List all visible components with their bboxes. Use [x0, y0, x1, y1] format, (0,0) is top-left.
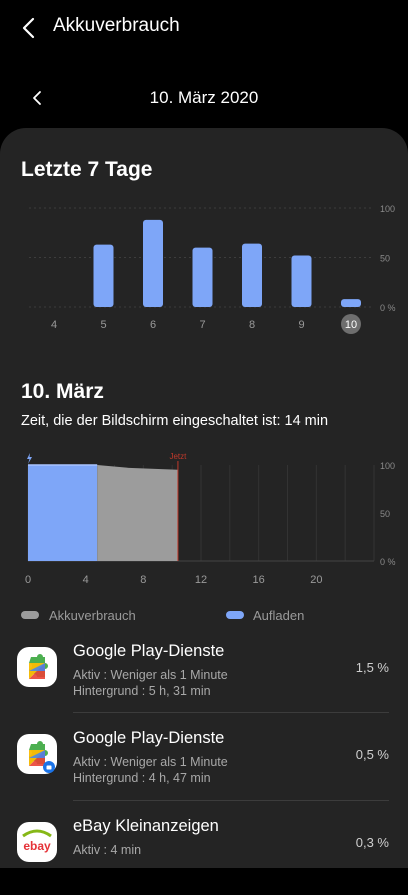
- chevron-left-icon: [33, 91, 41, 105]
- app-background-time: Hintergrund : 4 h, 47 min: [73, 771, 211, 785]
- day-section-title: 10. März: [21, 380, 104, 403]
- y-tick-label: 100: [380, 204, 395, 214]
- bar-day-5: [93, 244, 114, 307]
- back-arrow-icon: [22, 17, 35, 39]
- list-divider: [73, 800, 389, 801]
- app-active-time: Aktiv : Weniger als 1 Minute: [73, 668, 228, 682]
- x-tick-label: 12: [195, 574, 207, 586]
- app-bar: Akkuverbrauch: [0, 0, 408, 56]
- bar-day-6: [143, 219, 163, 307]
- app-usage-percent: 0,3 %: [355, 835, 389, 850]
- app-active-time: Aktiv : 4 min: [73, 843, 142, 857]
- app-name: eBay Kleinanzeigen: [73, 817, 219, 835]
- usage-legend-swatch: [21, 611, 39, 619]
- bar-day-9: [291, 255, 312, 307]
- x-tick-label: 9: [298, 319, 304, 331]
- app-list-item[interactable]: Google Play-Dienste Aktiv : Weniger als …: [0, 634, 408, 720]
- y-tick-label: 100: [380, 461, 395, 471]
- y-tick-label: 0 %: [380, 557, 396, 567]
- selected-day-marker: [341, 314, 361, 334]
- x-tick-label: 20: [310, 574, 322, 586]
- x-tick-label: 8: [249, 319, 255, 331]
- y-tick-label: 0 %: [380, 303, 396, 313]
- charging-legend-swatch: [226, 611, 244, 619]
- page-title: Akkuverbrauch: [53, 15, 180, 36]
- date-label: 10. März 2020: [149, 88, 259, 107]
- app-usage-percent: 0,5 %: [355, 747, 389, 762]
- back-button[interactable]: [14, 12, 46, 44]
- app-list-item[interactable]: ebay eBay Kleinanzeigen Aktiv : 4 min 0,…: [0, 809, 408, 895]
- app-name: Google Play-Dienste: [73, 729, 225, 747]
- previous-date-button[interactable]: [24, 84, 52, 112]
- area-akkuverbrauch: [97, 465, 178, 561]
- google-play-services-icon: [17, 647, 57, 687]
- ebay-kleinanzeigen-icon: ebay: [17, 822, 57, 862]
- date-navigation: 10. März 2020: [0, 78, 408, 118]
- x-tick-label: 8: [140, 574, 146, 586]
- screen-time-text: Zeit, die der Bildschirm eingeschaltet i…: [21, 413, 329, 429]
- app-name: Google Play-Dienste: [73, 642, 225, 660]
- charging-bolt-icon: [27, 453, 32, 464]
- x-tick-label: 0: [25, 574, 31, 586]
- app-usage-percent: 1,5 %: [355, 660, 389, 675]
- chart-legend: Akkuverbrauch Aufladen: [0, 606, 408, 626]
- week-section-title: Letzte 7 Tage: [21, 158, 153, 181]
- x-tick-label: 5: [100, 319, 106, 331]
- list-divider: [73, 712, 389, 713]
- x-tick-label: 4: [51, 319, 57, 331]
- day-battery-chart: Jetzt 100 50 0 % 0 4 8 12 16 20: [25, 452, 396, 586]
- charging-legend-label: Aufladen: [253, 608, 305, 623]
- google-play-services-work-icon: [17, 734, 57, 774]
- app-background-time: Hintergrund : 5 h, 31 min: [73, 684, 211, 698]
- bar-day-10: [341, 299, 361, 307]
- x-tick-label: 7: [199, 319, 205, 331]
- app-list-item[interactable]: Google Play-Dienste Aktiv : Weniger als …: [0, 721, 408, 807]
- y-tick-label: 50: [380, 254, 390, 264]
- bar-day-7: [192, 247, 213, 307]
- bar-day-8: [242, 243, 262, 307]
- usage-legend-label: Akkuverbrauch: [49, 608, 136, 623]
- x-tick-label: 6: [150, 319, 156, 331]
- ebay-logo-text: ebay: [23, 839, 51, 853]
- y-tick-label: 50: [380, 509, 390, 519]
- x-tick-label: 4: [83, 574, 89, 586]
- now-label: Jetzt: [169, 452, 187, 461]
- area-aufladen: [28, 465, 98, 561]
- week-bar-chart: 100 50 0 % 4 5 6 7 8 9 10: [29, 204, 396, 334]
- x-tick-label: 16: [253, 574, 265, 586]
- x-tick-label: 10: [345, 319, 357, 331]
- app-active-time: Aktiv : Weniger als 1 Minute: [73, 755, 228, 769]
